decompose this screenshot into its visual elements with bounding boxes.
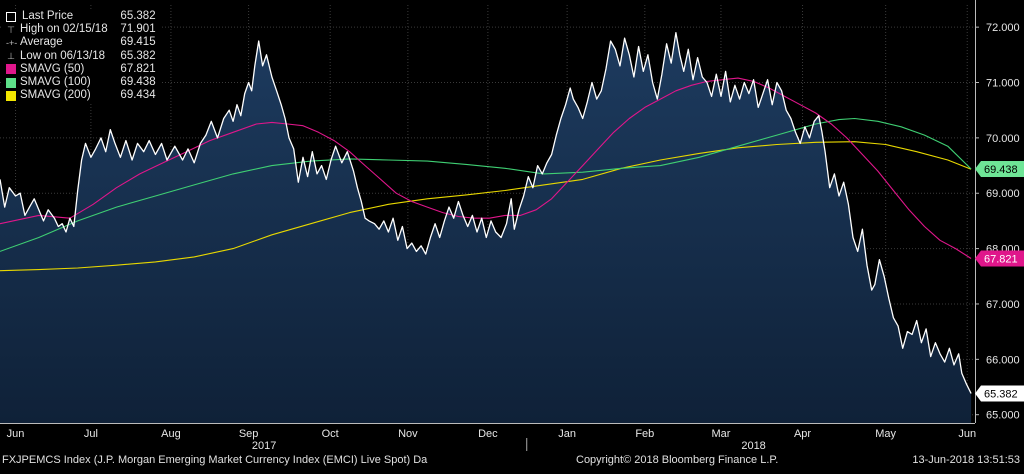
x-tick-label: Jan (558, 428, 576, 440)
legend-label: Average (20, 36, 63, 49)
average-marker-icon: -+- (6, 38, 18, 48)
y-tick-label: 72.000 (986, 22, 1020, 34)
legend-item-low: ⊥ Low on 06/13/18 65.382 (6, 50, 156, 63)
legend-value: 69.434 (120, 89, 156, 102)
x-tick-label: Jun (958, 428, 976, 440)
x-tick-label: Apr (794, 428, 811, 440)
legend-value: 69.438 (120, 76, 156, 89)
x-year-label: 2017 (252, 440, 276, 452)
y-tick-label: 66.000 (986, 354, 1020, 366)
value-label-box (975, 250, 1024, 267)
x-tick-label: Dec (478, 428, 498, 440)
value-label-box (975, 385, 1024, 402)
legend-label: Low on 06/13/18 (20, 49, 106, 62)
right-value-labels: 69.438 67.821 65.382 (975, 160, 1024, 402)
axes (0, 0, 979, 451)
legend-item-sma200[interactable]: SMAVG (200) 69.434 (6, 89, 156, 102)
y-tick-labels: 65.00066.00067.00068.00069.00070.00071.0… (986, 22, 1020, 422)
sma200-swatch-icon (6, 90, 16, 101)
legend-item-sma50[interactable]: SMAVG (50) 67.821 (6, 63, 156, 76)
x-tick-label: Mar (711, 428, 730, 440)
sma50-value-label: 67.821 (975, 250, 1024, 267)
y-tick-label: 71.000 (986, 78, 1020, 90)
sma200-line (0, 141, 972, 272)
y-tick-label: 65.000 (986, 410, 1020, 422)
x-tick-label: Oct (322, 428, 339, 440)
x-tick-label: May (875, 428, 896, 440)
legend-value: 65.382 (120, 10, 156, 22)
legend-item-high: ⊤ High on 02/15/18 71.901 (6, 23, 156, 36)
footer-timestamp: 13-Jun-2018 13:51:53 (912, 454, 1020, 466)
legend-value: 71.901 (120, 23, 156, 36)
x-tick-labels: Jun Jul Aug Sep Oct Nov Dec Jan Feb Mar Apr May Jun 2… (7, 428, 976, 452)
price-area (0, 32, 972, 423)
y-tick-label: 70.000 (986, 133, 1020, 145)
x-tick-label: Feb (635, 428, 654, 440)
legend-value: 65.382 (120, 49, 156, 62)
legend-label: SMAVG (200) (20, 89, 91, 102)
sma50-line (0, 77, 972, 259)
value-label-box (975, 160, 1024, 177)
last-price-line (0, 32, 972, 394)
legend-item-average: -+- Average 69.415 (6, 36, 156, 49)
legend-item-sma100[interactable]: SMAVG (100) 69.438 (6, 76, 156, 89)
legend-label: SMAVG (50) (20, 62, 85, 75)
footer-ticker: FXJPEMCS Index (J.P. Morgan Emerging Mar… (2, 454, 428, 466)
value-label-text: 69.438 (984, 164, 1018, 176)
legend-label: High on 02/15/18 (20, 23, 108, 36)
high-marker-icon: ⊤ (7, 24, 15, 35)
series-lines (0, 32, 972, 394)
sma50-swatch-icon (6, 64, 16, 75)
legend-item-last-price[interactable]: Last Price 65.382 (6, 10, 156, 23)
x-tick-label: Jun (7, 428, 25, 440)
footer-bar: FXJPEMCS Index (J.P. Morgan Emerging Mar… (0, 453, 1024, 469)
legend-label: Last Price (22, 10, 74, 22)
x-year-label: 2018 (741, 440, 765, 452)
value-label-text: 67.821 (984, 254, 1018, 266)
legend-label: SMAVG (100) (20, 76, 91, 89)
last-price-value-label: 65.382 (975, 385, 1024, 402)
x-tick-label: Sep (239, 428, 259, 440)
value-label-text: 65.382 (984, 389, 1018, 401)
last-price-area-fill (0, 32, 972, 423)
footer-copyright: Copyright© 2018 Bloomberg Finance L.P. (576, 454, 779, 466)
last-price-swatch-icon (6, 11, 16, 22)
y-tick-label: 69.000 (986, 188, 1020, 200)
sma100-line (0, 117, 972, 252)
legend-value: 69.415 (120, 36, 156, 49)
sma100-swatch-icon (6, 77, 16, 88)
legend: Last Price 65.382 ⊤ High on 02/15/18 71.… (3, 9, 160, 105)
x-tick-label: Nov (398, 428, 418, 440)
y-tick-label: 67.000 (986, 299, 1020, 311)
low-marker-icon: ⊥ (7, 51, 15, 62)
x-tick-label: Jul (84, 428, 98, 440)
x-tick-label: Aug (161, 428, 181, 440)
sma100-value-label: 69.438 (975, 160, 1024, 177)
legend-value: 67.821 (120, 62, 156, 75)
